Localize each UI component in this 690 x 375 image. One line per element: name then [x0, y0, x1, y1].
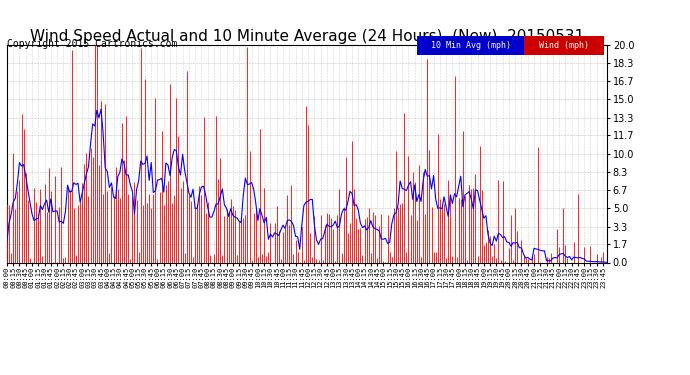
- Text: Wind (mph): Wind (mph): [539, 41, 589, 50]
- Text: 10 Min Avg (mph): 10 Min Avg (mph): [431, 41, 511, 50]
- Text: Copyright 2015 Cartronics.com: Copyright 2015 Cartronics.com: [7, 39, 177, 50]
- Title: Wind Speed Actual and 10 Minute Average (24 Hours)  (New)  20150531: Wind Speed Actual and 10 Minute Average …: [30, 29, 584, 44]
